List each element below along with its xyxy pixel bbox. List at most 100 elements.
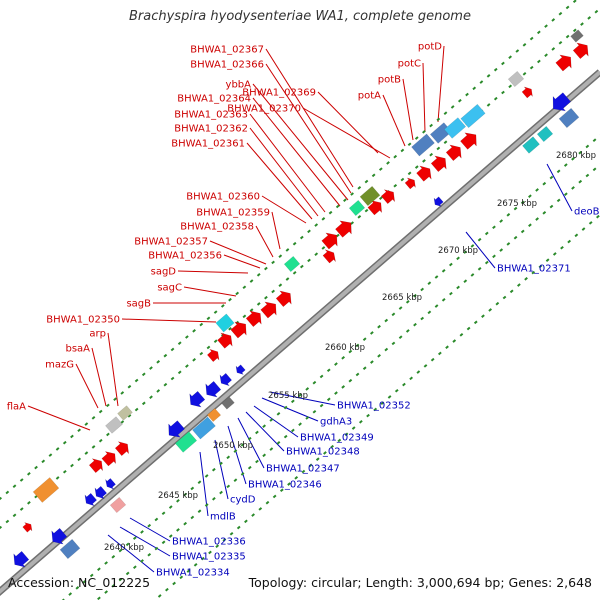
tick-dot: [41, 459, 46, 464]
forward-gene-arrow: [460, 132, 477, 150]
forward-gene-label: BHWA1_02364: [177, 94, 251, 105]
forward-gene-label-leader: [252, 97, 341, 207]
forward-gene-label-leader: [271, 211, 281, 250]
tick-dot: [452, 339, 457, 343]
tick-dot: [269, 418, 274, 422]
tick-dot: [19, 478, 24, 482]
tick-dot: [326, 368, 331, 373]
tick-dot: [520, 229, 525, 234]
tick-dot: [517, 283, 521, 287]
tick-dot: [402, 382, 406, 387]
reverse-gene-label: BHWA1_02352: [337, 401, 411, 412]
tick-dot: [170, 376, 175, 381]
tick-dot: [436, 117, 441, 122]
forward-gene-arrow: [572, 42, 589, 60]
tick-dot: [208, 550, 212, 555]
tick-dot: [127, 384, 132, 389]
tick-dot: [183, 492, 187, 497]
tick-dot: [204, 503, 209, 507]
tick-dot: [264, 295, 268, 300]
tick-dot: [183, 521, 188, 526]
tick-dot: [298, 393, 302, 397]
tick-dot: [574, 233, 579, 238]
tick-dot: [544, 53, 548, 57]
tick-dot: [386, 161, 390, 165]
tick-dot: [132, 565, 137, 569]
tick-dot: [509, 289, 514, 294]
backbone: [0, 70, 600, 594]
reverse-gene-label-leader: [465, 231, 496, 269]
forward-gene-arrow: [380, 189, 396, 205]
tick-dot: [531, 270, 536, 275]
tick-dot: [364, 208, 369, 213]
tick-dot: [350, 221, 354, 225]
tick-dot: [0, 496, 3, 501]
tick-dot: [233, 449, 238, 453]
reverse-gene-arrow: [84, 492, 98, 507]
forward-gene-label-leader: [75, 363, 99, 409]
tick-dot: [436, 146, 441, 151]
reverse-gene-arrow: [552, 92, 572, 112]
feature-box: [117, 405, 133, 421]
forward-gene-label-leader: [27, 405, 91, 431]
forward-gene-label-leader: [402, 78, 414, 141]
tick-dot: [407, 171, 412, 176]
tick-dot: [358, 420, 363, 424]
tick-dot: [560, 245, 564, 250]
forward-gene-label: potD: [418, 42, 442, 53]
forward-gene-arrow: [217, 332, 233, 349]
tick-dot: [405, 329, 410, 333]
tick-dot: [493, 67, 498, 72]
tick-dot: [594, 9, 599, 14]
reverse-gene-label: BHWA1_02371: [497, 264, 571, 275]
tick-dot: [343, 198, 347, 203]
tick-dot: [154, 517, 159, 522]
reverse-gene-label: mdlB: [210, 512, 236, 523]
tick-dot: [544, 24, 548, 28]
tick-dot: [140, 530, 144, 534]
tick-dot: [97, 567, 101, 572]
tick-dot: [423, 364, 428, 368]
tick-dot: [571, 157, 575, 161]
tick-dot: [132, 536, 137, 540]
tick-dot: [134, 407, 139, 412]
feature-box: [507, 70, 525, 88]
tick-dot: [449, 262, 453, 267]
forward-gene-label: potC: [398, 59, 421, 70]
tick-dot: [578, 179, 583, 184]
tick-dot: [228, 326, 232, 331]
tick-dot: [27, 501, 31, 505]
tick-dot: [62, 469, 67, 474]
tick-dot: [551, 47, 556, 51]
tick-dot: [366, 413, 370, 418]
tick-dot: [414, 136, 419, 140]
tick-dot: [276, 411, 281, 416]
feature-box: [359, 185, 381, 207]
reverse-gene-label: BHWA1_02346: [248, 480, 322, 491]
tick-dot: [156, 389, 161, 393]
tick-dot: [321, 217, 326, 221]
tick-dot: [48, 453, 53, 457]
tick-dot: [592, 167, 597, 172]
tick-dot: [330, 444, 334, 449]
reverse-gene-label: gdhA3: [320, 417, 352, 428]
tick-dot: [247, 436, 252, 441]
tick-dot: [212, 496, 216, 501]
feature-box: [206, 407, 222, 423]
forward-gene-arrow: [101, 451, 117, 467]
tick-dot: [165, 587, 169, 592]
tick-dot: [405, 300, 410, 304]
feature-box: [59, 538, 81, 560]
tick-dot: [585, 144, 590, 149]
tick-dot: [563, 192, 568, 196]
tick-dot: [551, 18, 556, 22]
tick-dot: [380, 401, 385, 405]
tick-dot: [235, 291, 240, 296]
tick-dot: [5, 519, 10, 524]
tick-dot: [77, 457, 82, 462]
tick-dot: [344, 432, 349, 437]
reverse-gene-arrow: [433, 196, 444, 207]
tick-dot: [312, 409, 317, 414]
tick-dot: [463, 279, 468, 283]
